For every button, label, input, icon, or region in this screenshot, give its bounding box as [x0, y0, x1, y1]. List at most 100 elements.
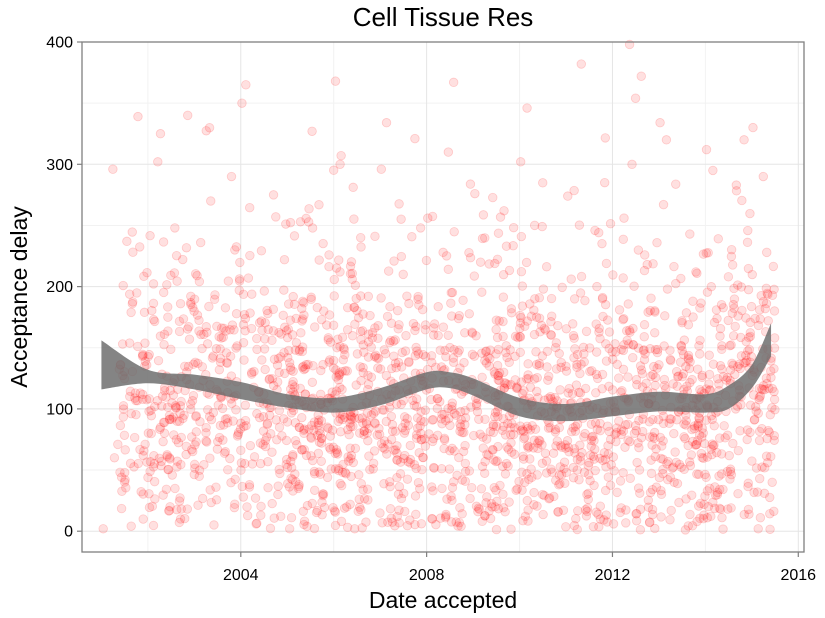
data-point	[322, 472, 333, 483]
data-point	[119, 477, 130, 487]
data-point	[428, 433, 439, 444]
data-point	[148, 279, 159, 289]
data-point	[441, 511, 451, 521]
data-point	[572, 454, 583, 465]
data-point	[423, 213, 433, 223]
data-point	[650, 523, 660, 534]
data-point	[588, 521, 599, 532]
data-point	[117, 486, 127, 496]
data-point	[498, 292, 509, 302]
data-point	[742, 355, 752, 366]
data-point	[175, 298, 186, 309]
data-point	[698, 249, 709, 259]
data-point	[411, 509, 421, 520]
data-point	[563, 388, 573, 398]
data-point	[658, 199, 669, 210]
data-point	[545, 422, 555, 433]
data-point	[353, 506, 363, 517]
data-point	[191, 411, 201, 421]
data-point	[304, 217, 314, 227]
data-point	[561, 324, 572, 334]
data-point	[294, 345, 305, 355]
data-point	[142, 267, 152, 278]
data-point	[219, 448, 230, 458]
data-point	[373, 353, 384, 364]
data-point	[553, 506, 563, 517]
data-point	[310, 322, 320, 332]
data-point	[263, 483, 273, 493]
data-point	[586, 435, 596, 446]
data-point	[217, 403, 228, 414]
data-point	[650, 307, 660, 317]
data-point	[233, 429, 243, 440]
data-point	[608, 519, 619, 529]
data-point	[318, 238, 328, 249]
data-point	[659, 341, 669, 351]
data-point	[152, 396, 163, 406]
data-point	[251, 519, 261, 529]
data-point	[381, 416, 392, 427]
data-point	[271, 415, 281, 425]
data-point	[485, 345, 495, 355]
data-point	[699, 499, 709, 510]
data-point	[448, 357, 459, 367]
data-point	[572, 362, 582, 373]
data-point	[618, 315, 628, 325]
data-point	[385, 302, 395, 312]
data-point	[743, 481, 753, 492]
data-point	[588, 431, 598, 441]
data-point	[563, 191, 573, 201]
data-point	[711, 305, 722, 315]
data-point	[612, 487, 622, 498]
data-point	[444, 413, 454, 424]
data-point	[585, 366, 595, 377]
data-point	[191, 437, 201, 447]
data-point	[518, 451, 528, 462]
data-point	[615, 507, 625, 518]
data-point	[302, 500, 313, 511]
data-point	[449, 446, 459, 456]
data-point	[481, 346, 491, 356]
data-point	[239, 421, 249, 432]
data-point	[500, 430, 511, 440]
data-point	[415, 483, 425, 494]
data-point	[118, 401, 129, 411]
data-point	[537, 458, 548, 469]
data-point	[460, 419, 470, 430]
data-point	[601, 462, 611, 472]
data-point	[346, 454, 356, 464]
data-point	[623, 299, 633, 309]
data-point	[523, 373, 534, 384]
data-point	[623, 372, 633, 382]
data-point	[554, 423, 565, 433]
data-point	[288, 486, 298, 496]
data-point	[633, 438, 643, 448]
data-point	[391, 362, 401, 373]
data-point	[457, 509, 467, 519]
data-point	[504, 265, 515, 276]
data-point	[654, 360, 664, 370]
data-point	[327, 387, 337, 397]
data-point	[429, 319, 440, 329]
data-point	[543, 423, 554, 433]
data-point	[583, 488, 594, 499]
data-point	[240, 415, 251, 426]
data-point	[560, 443, 571, 453]
data-point	[697, 372, 707, 383]
data-point	[522, 103, 532, 113]
data-point	[161, 392, 171, 402]
data-point	[746, 301, 757, 312]
data-point	[412, 423, 423, 433]
data-point	[126, 521, 136, 531]
data-point	[155, 129, 166, 139]
data-point	[694, 430, 705, 440]
data-point	[525, 454, 535, 464]
data-point	[455, 419, 465, 429]
data-point	[580, 295, 590, 306]
data-point	[393, 324, 403, 334]
data-point	[491, 315, 502, 325]
data-point	[235, 257, 245, 268]
data-point	[330, 507, 341, 517]
data-point	[677, 317, 687, 328]
